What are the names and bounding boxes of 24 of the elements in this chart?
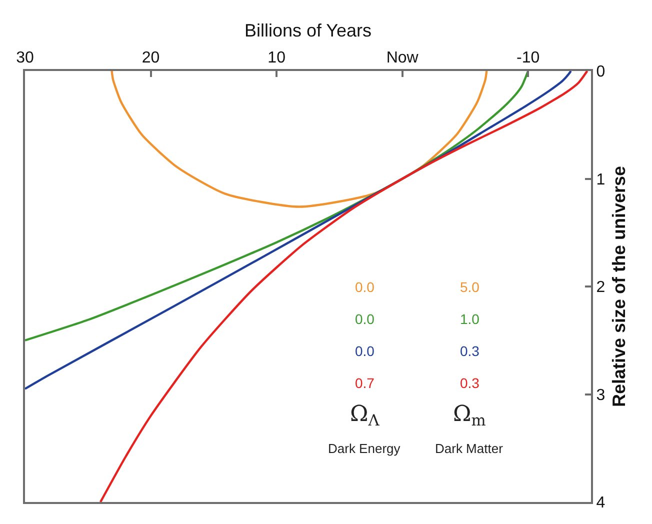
y-axis-title: Relative size of the universe (608, 166, 629, 408)
x-axis-title: Billions of Years (244, 20, 372, 40)
line-series (25, 71, 572, 390)
y-tick-label: 3 (596, 386, 606, 404)
annotation: Ω$_{Λ}$ (350, 402, 380, 430)
line-series (99, 71, 588, 502)
y-tick-label: 1 (596, 171, 606, 188)
text: 0.0 0.3 (355, 343, 480, 359)
line-series (25, 71, 530, 342)
annotation: Ω$_{m}$ (453, 402, 486, 430)
line-series (110, 71, 488, 208)
text: 0.0 1.0 (355, 311, 480, 327)
annotation: Dark Energy (328, 441, 401, 456)
y-tick-label: 2 (596, 279, 606, 296)
x-tick-label: 20 (142, 50, 160, 67)
x-tick-label: -10 (516, 50, 540, 67)
y-tick-label: 0 (596, 64, 606, 81)
annotation: Dark Matter (435, 441, 504, 456)
x-tick-label: 30 (16, 50, 34, 67)
text: 0.0 5.0 (355, 279, 480, 295)
text: 0.7 0.3 (355, 375, 480, 391)
x-tick-label: Now (386, 50, 419, 67)
x-tick-label: 10 (268, 50, 286, 67)
y-tick-label: 4 (596, 494, 606, 512)
